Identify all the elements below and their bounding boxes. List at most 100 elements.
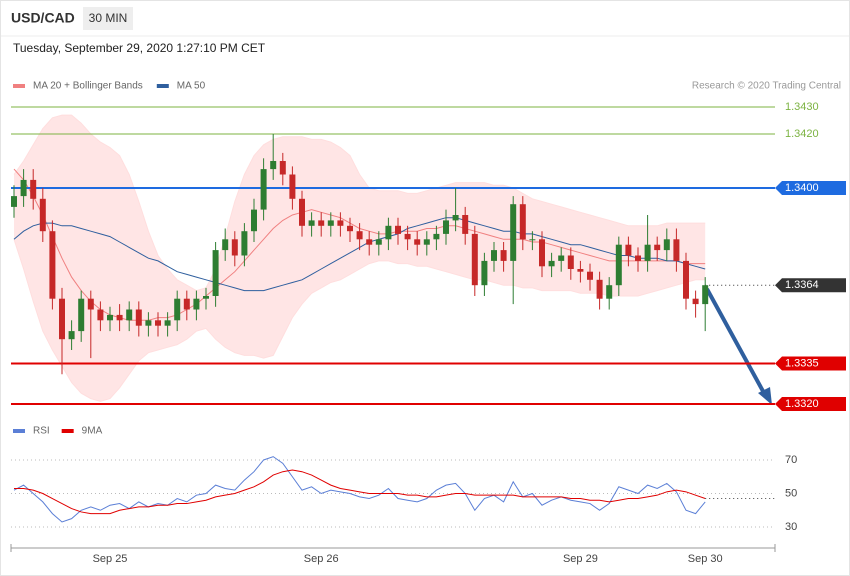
candle-body — [491, 250, 497, 261]
candle-body — [596, 279, 603, 299]
candle-body — [692, 298, 699, 305]
legend-swatch — [156, 84, 169, 88]
candle-body — [231, 239, 238, 256]
candle-body — [97, 309, 104, 321]
candle-body — [500, 250, 507, 261]
candle-body — [615, 244, 622, 286]
candle-body — [673, 239, 680, 261]
bollinger-upper — [13, 114, 706, 292]
level-tag — [775, 356, 846, 371]
legend-swatch — [61, 429, 74, 433]
bollinger-band — [14, 115, 706, 402]
candle-body — [126, 309, 133, 321]
candle-body — [519, 204, 526, 240]
source: Research © 2020 Trading Central — [692, 81, 841, 92]
candle-body — [203, 296, 209, 299]
candle-body — [39, 198, 46, 232]
x-tick-label: Sep 25 — [93, 553, 128, 565]
forecast-arrowhead — [758, 387, 772, 405]
candle-body — [241, 231, 248, 256]
candle-body — [49, 231, 56, 299]
candle-body — [366, 239, 373, 245]
candle-body — [414, 239, 421, 245]
candle-body — [20, 179, 27, 197]
candle-body — [663, 239, 670, 251]
candle-body — [587, 271, 593, 280]
candle-body — [625, 244, 632, 256]
symbol: USD/CAD — [11, 10, 75, 26]
forecast-arrow — [705, 288, 766, 394]
candle-body — [30, 179, 37, 199]
candle-body — [87, 298, 94, 310]
candle-body — [251, 209, 257, 232]
candle-body — [654, 244, 661, 251]
candle-body — [558, 255, 565, 261]
candle-body — [510, 204, 517, 261]
candle-body — [395, 225, 401, 234]
legend-label: MA 50 — [177, 81, 206, 92]
timestamp: Tuesday, September 29, 2020 1:27:10 PM C… — [13, 41, 266, 55]
candle-body — [155, 320, 161, 326]
candle-body — [443, 220, 449, 234]
candle-body — [481, 260, 488, 286]
candle-body — [606, 285, 613, 299]
candle-body — [59, 298, 65, 340]
candle-body — [145, 320, 152, 326]
candle-body — [644, 244, 651, 261]
candle-body — [683, 260, 689, 299]
candle-body — [529, 239, 536, 241]
candle-body — [385, 225, 392, 240]
candle-body — [68, 331, 75, 340]
y-tick-label: 30 — [785, 521, 797, 533]
candle-body — [539, 239, 545, 267]
candle-body — [279, 161, 286, 175]
candle-body — [183, 298, 190, 310]
candle-body — [577, 269, 584, 272]
candle-body — [423, 239, 430, 245]
candle-body — [356, 231, 363, 240]
candle-body — [337, 220, 344, 226]
y-tick-label: 50 — [785, 487, 797, 499]
candle-body — [135, 309, 142, 326]
x-tick-label: Sep 30 — [688, 553, 723, 565]
indicator-line — [14, 469, 706, 515]
candle-body — [78, 298, 85, 332]
candle-body — [462, 215, 469, 234]
candle-body — [174, 298, 181, 321]
x-tick-label: Sep 26 — [304, 553, 339, 565]
candle-body — [107, 314, 113, 321]
bollinger-lower — [13, 239, 706, 402]
level-label: 1.3320 — [785, 398, 819, 410]
level-label: 1.3430 — [785, 101, 819, 113]
level-label: 1.3335 — [785, 357, 819, 369]
legend-label: MA 20 + Bollinger Bands — [33, 81, 143, 92]
timeframe-box — [83, 7, 133, 30]
legend-swatch — [13, 429, 25, 433]
level-label: 1.3364 — [785, 279, 819, 291]
level-label: 1.3400 — [785, 182, 819, 194]
candle-body — [471, 233, 478, 286]
candle-body — [375, 239, 382, 245]
legend-label: 9MA — [82, 426, 103, 437]
candle-body — [404, 233, 411, 240]
candle-body — [222, 239, 229, 251]
candle-body — [212, 250, 219, 296]
level-label: 1.3420 — [785, 128, 819, 140]
candle-body — [308, 220, 315, 226]
candle-body — [260, 169, 267, 210]
level-tag — [775, 278, 846, 293]
candle-body — [452, 215, 459, 221]
candle-body — [318, 220, 325, 226]
level-tag — [775, 181, 846, 195]
x-tick-label: Sep 29 — [563, 553, 598, 565]
timeframe: 30 MIN — [89, 11, 128, 25]
candle-body — [327, 220, 334, 226]
candle-body — [567, 255, 574, 269]
candle-body — [116, 314, 123, 321]
legend-swatch — [13, 84, 25, 88]
candle-body — [347, 225, 353, 232]
y-tick-label: 70 — [785, 454, 797, 466]
legend-label: RSI — [33, 426, 50, 437]
